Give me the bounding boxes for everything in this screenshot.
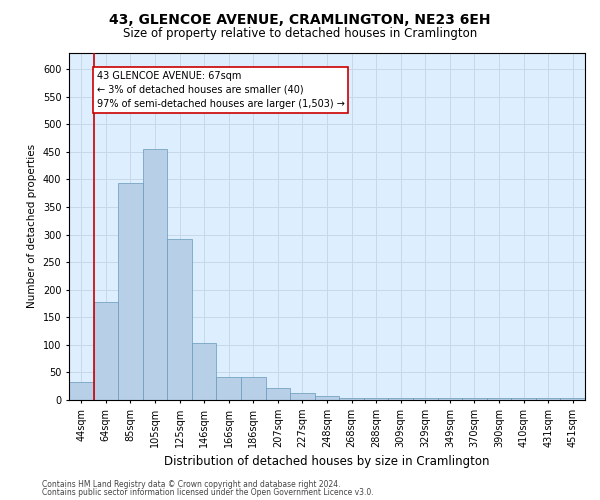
Bar (118, 183, 143, 400)
Text: 43, GLENCOE AVENUE, CRAMLINGTON, NE23 6EH: 43, GLENCOE AVENUE, CRAMLINGTON, NE23 6E… (109, 12, 491, 26)
Bar (437, 398, 462, 400)
Bar (69, 382, 94, 400)
Text: Contains public sector information licensed under the Open Government Licence v3: Contains public sector information licen… (42, 488, 374, 497)
Bar (462, 398, 487, 400)
Bar (413, 398, 437, 400)
Bar (388, 398, 413, 400)
Bar (143, 149, 167, 400)
Bar (487, 398, 511, 400)
Bar (511, 398, 536, 400)
Bar (536, 398, 560, 400)
Bar (167, 239, 192, 400)
Bar (266, 388, 290, 400)
Bar (560, 398, 585, 400)
X-axis label: Distribution of detached houses by size in Cramlington: Distribution of detached houses by size … (164, 456, 490, 468)
Bar (94, 302, 118, 400)
Bar (315, 396, 339, 400)
Text: 43 GLENCOE AVENUE: 67sqm
← 3% of detached houses are smaller (40)
97% of semi-de: 43 GLENCOE AVENUE: 67sqm ← 3% of detache… (97, 70, 344, 108)
Bar (217, 377, 241, 400)
Bar (290, 394, 315, 400)
Bar (339, 398, 364, 400)
Text: Size of property relative to detached houses in Cramlington: Size of property relative to detached ho… (123, 28, 477, 40)
Bar (192, 343, 217, 400)
Bar (241, 377, 266, 400)
Text: Contains HM Land Registry data © Crown copyright and database right 2024.: Contains HM Land Registry data © Crown c… (42, 480, 341, 489)
Y-axis label: Number of detached properties: Number of detached properties (27, 144, 37, 308)
Bar (364, 398, 388, 400)
